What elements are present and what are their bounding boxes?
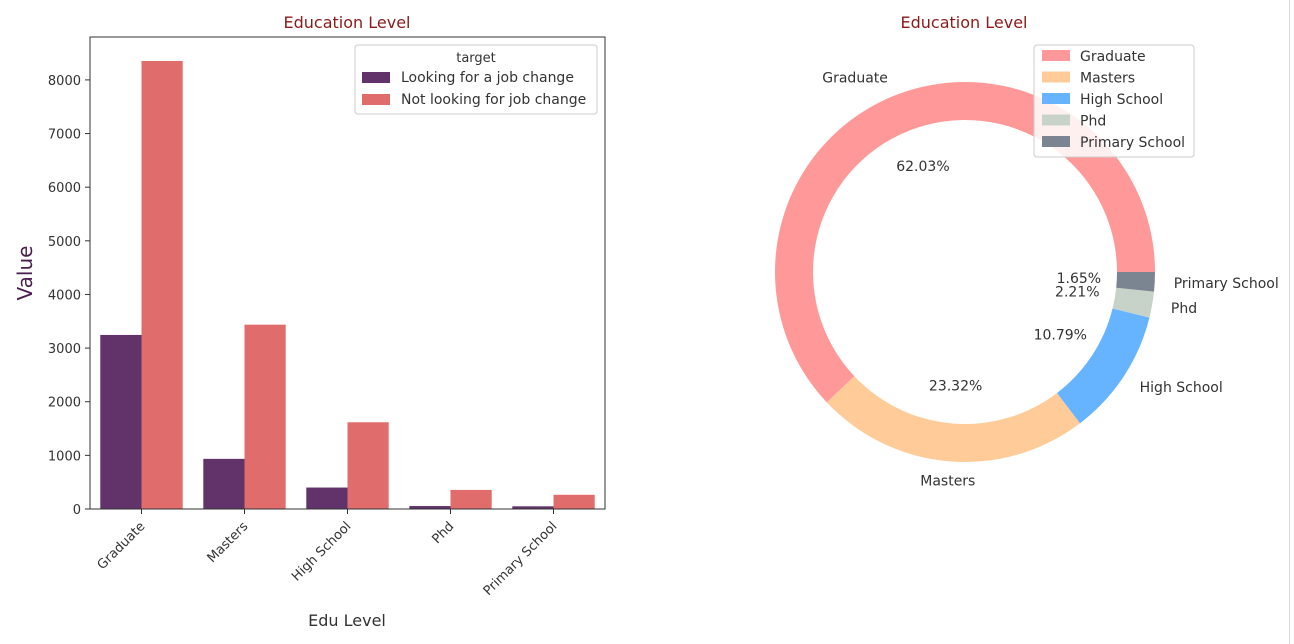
wedge-pct-high-school: 10.79% — [1034, 328, 1087, 344]
legend-swatch-primary-school — [1042, 136, 1070, 147]
legend-swatch-high-school — [1042, 93, 1070, 104]
wedge-pct-primary-school: 1.65% — [1057, 271, 1101, 287]
legend-label-not-looking: Not looking for job change — [401, 92, 586, 108]
x-tick-label-phd: Phd — [430, 519, 458, 547]
y-axis: 0 1000 2000 3000 4000 5000 6000 7000 8000 — [48, 74, 90, 518]
legend-swatch-masters — [1042, 72, 1070, 83]
x-tick-label-high-school: High School — [289, 519, 354, 584]
wedge-label-masters: Masters — [920, 473, 975, 489]
legend-title: target — [456, 51, 496, 66]
legend-swatch-not-looking — [362, 94, 390, 105]
y-tick-label: 7000 — [48, 128, 81, 143]
x-axis-label: Edu Level — [308, 611, 386, 630]
y-tick-label: 3000 — [48, 342, 81, 357]
x-tick-label-masters: Masters — [205, 519, 252, 566]
wedge-pct-graduate: 62.03% — [896, 159, 949, 175]
legend-label-primary-school: Primary School — [1080, 135, 1185, 151]
donut-chart: Education Level Graduate 62.03% Masters 23.… — [640, 0, 1294, 644]
panel-divider — [1289, 0, 1290, 644]
bar-masters-not-looking — [245, 325, 286, 509]
bar-phd-not-looking — [451, 490, 492, 509]
legend-label-high-school: High School — [1080, 92, 1163, 108]
legend-swatch-graduate — [1042, 50, 1070, 61]
bar-legend: target Looking for a job change Not look… — [355, 45, 597, 114]
bar-high-school-not-looking — [348, 422, 389, 509]
y-tick-label: 5000 — [48, 235, 81, 250]
bar-chart-title: Education Level — [284, 13, 411, 32]
wedge-high-school — [1057, 309, 1149, 424]
legend-label-graduate: Graduate — [1080, 49, 1146, 65]
donut-chart-title: Education Level — [901, 13, 1028, 32]
y-tick-label: 0 — [73, 503, 81, 518]
legend-swatch-looking — [362, 72, 390, 83]
wedge-label-primary-school: Primary School — [1174, 276, 1279, 292]
bars — [100, 61, 594, 509]
wedge-label-high-school: High School — [1140, 380, 1223, 396]
y-tick-label: 4000 — [48, 288, 81, 303]
legend-label-looking: Looking for a job change — [401, 70, 574, 86]
y-axis-label: Value — [13, 246, 37, 301]
legend-label-masters: Masters — [1080, 71, 1135, 87]
bar-high-school-looking — [306, 488, 347, 509]
wedge-pct-phd: 2.21% — [1055, 285, 1099, 301]
y-tick-label: 2000 — [48, 396, 81, 411]
x-tick-label-graduate: Graduate — [95, 519, 149, 573]
bar-chart: Education Level 0 1000 2000 3000 4000 5000 600… — [0, 0, 640, 644]
bar-graduate-looking — [100, 335, 141, 509]
bar-masters-looking — [203, 459, 244, 509]
wedge-label-phd: Phd — [1171, 301, 1197, 317]
legend-swatch-phd — [1042, 115, 1070, 126]
donut-legend: Graduate Masters High School Phd Primary Sch… — [1034, 45, 1194, 157]
x-axis: Graduate Masters High School Phd Primary Sch… — [95, 509, 561, 599]
x-tick-label-primary-school: Primary School — [481, 519, 561, 599]
y-tick-label: 1000 — [48, 449, 81, 464]
wedge-label-graduate: Graduate — [822, 71, 888, 87]
bar-graduate-not-looking — [142, 61, 183, 509]
y-tick-label: 6000 — [48, 181, 81, 196]
y-tick-label: 8000 — [48, 74, 81, 89]
wedge-pct-masters: 23.32% — [929, 379, 982, 395]
bar-primary-school-not-looking — [554, 495, 595, 509]
legend-label-phd: Phd — [1080, 114, 1106, 130]
